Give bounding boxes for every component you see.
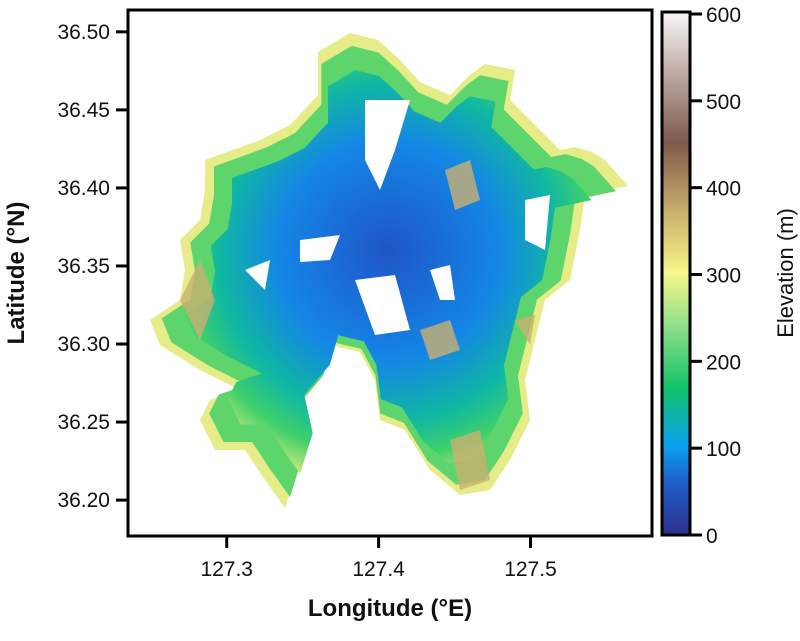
x-tick-label: 127.3: [200, 558, 253, 581]
map-nodata-patch: [245, 260, 270, 290]
y-tick-label: 36.35: [57, 255, 110, 278]
map-highland-patch: [515, 315, 535, 345]
x-tick-label: 127.4: [352, 558, 405, 581]
colorbar-label: Elevation (m): [773, 208, 798, 338]
colorbar-tick-label: 100: [706, 438, 741, 461]
colorbar-tick-label: 0: [706, 525, 718, 548]
colorbar-tick-label: 200: [706, 351, 741, 374]
map-nodata-patch: [300, 235, 340, 262]
map-highland-patch: [450, 430, 490, 490]
map-nodata-patch: [355, 275, 410, 335]
y-tick-label: 36.50: [57, 21, 110, 44]
colorbar-tick-label: 500: [706, 91, 741, 114]
y-tick-label: 36.20: [57, 489, 110, 512]
colorbar-tick-label: 600: [706, 4, 741, 27]
x-axis-label: Longitude (°E): [308, 595, 472, 622]
y-tick-label: 36.30: [57, 333, 110, 356]
plot-frame: [126, 8, 654, 538]
map-region-lowland: [185, 70, 592, 474]
map-nodata-patch: [525, 195, 550, 250]
map-highland-patch: [180, 260, 215, 340]
colorbar-tick-label: 300: [706, 265, 741, 288]
colorbar-tick-label: 400: [706, 178, 741, 201]
colorbar: [660, 10, 692, 537]
y-tick-label: 36.25: [57, 411, 110, 434]
map-highland-patch: [420, 320, 460, 360]
y-tick-label: 36.40: [57, 177, 110, 200]
map-highland-patch: [445, 160, 480, 210]
y-tick-label: 36.45: [57, 99, 110, 122]
map-nodata-patch: [430, 265, 455, 300]
map-nodata-patch: [365, 100, 410, 190]
y-axis-label: Latitude (°N): [3, 202, 30, 345]
x-tick-label: 127.5: [504, 558, 557, 581]
elevation-raster: [150, 33, 628, 508]
